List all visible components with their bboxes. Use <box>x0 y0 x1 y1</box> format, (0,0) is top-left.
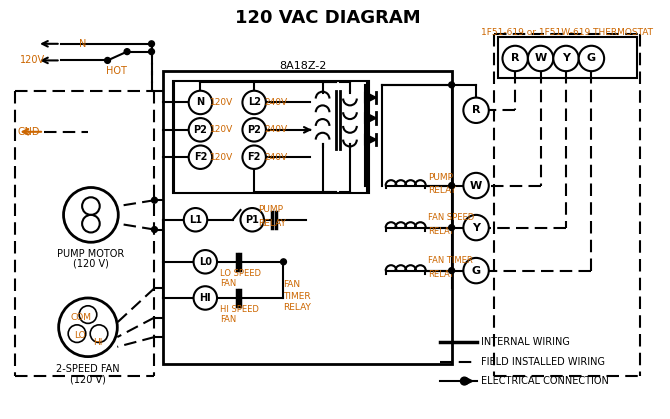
Text: INTERNAL WIRING: INTERNAL WIRING <box>481 337 570 347</box>
Text: W: W <box>470 181 482 191</box>
Circle shape <box>194 286 217 310</box>
Text: FAN: FAN <box>220 315 237 324</box>
Text: 120V: 120V <box>210 153 234 162</box>
Text: (120 V): (120 V) <box>73 259 109 269</box>
Circle shape <box>553 46 579 71</box>
Text: FAN SPEED: FAN SPEED <box>428 213 474 222</box>
Circle shape <box>243 145 266 169</box>
Text: 240V: 240V <box>264 153 287 162</box>
Circle shape <box>464 98 489 123</box>
Text: G: G <box>587 54 596 63</box>
Text: RELAY: RELAY <box>428 186 456 195</box>
Text: R: R <box>472 105 480 115</box>
Circle shape <box>59 298 117 357</box>
Circle shape <box>281 259 287 265</box>
Text: Y: Y <box>562 54 570 63</box>
Text: G: G <box>472 266 480 276</box>
Circle shape <box>449 82 454 88</box>
Text: HI: HI <box>93 339 103 347</box>
Text: COM: COM <box>70 313 91 322</box>
Text: F2: F2 <box>247 152 261 162</box>
Polygon shape <box>364 112 377 124</box>
Text: PUMP: PUMP <box>428 173 453 182</box>
Circle shape <box>243 91 266 114</box>
Circle shape <box>449 183 454 189</box>
Text: HI: HI <box>200 293 211 303</box>
Circle shape <box>68 325 86 342</box>
Circle shape <box>189 118 212 142</box>
Text: GND: GND <box>17 127 40 137</box>
Text: 2-SPEED FAN: 2-SPEED FAN <box>56 365 120 374</box>
Text: 240V: 240V <box>264 125 287 134</box>
Text: R: R <box>511 54 519 63</box>
Circle shape <box>184 208 207 231</box>
Circle shape <box>82 197 100 215</box>
Circle shape <box>79 306 96 323</box>
Circle shape <box>464 215 489 240</box>
Text: RELAY: RELAY <box>283 303 312 312</box>
Circle shape <box>464 173 489 198</box>
Text: L0: L0 <box>199 257 212 267</box>
Text: 120V: 120V <box>19 55 45 65</box>
Circle shape <box>579 46 604 71</box>
Text: FAN: FAN <box>220 279 237 288</box>
Circle shape <box>194 250 217 274</box>
Bar <box>173 81 368 194</box>
Text: L1: L1 <box>189 215 202 225</box>
Text: LO SPEED: LO SPEED <box>220 269 261 278</box>
Circle shape <box>449 225 454 230</box>
Polygon shape <box>364 134 377 145</box>
Text: RELAY: RELAY <box>258 219 286 228</box>
Circle shape <box>189 145 212 169</box>
Bar <box>498 37 637 78</box>
Text: W: W <box>535 54 547 63</box>
Text: PUMP MOTOR: PUMP MOTOR <box>58 249 125 259</box>
Text: 1F51-619 or 1F51W-619 THERMOSTAT: 1F51-619 or 1F51W-619 THERMOSTAT <box>481 28 653 36</box>
Text: ELECTRICAL CONNECTION: ELECTRICAL CONNECTION <box>481 376 609 386</box>
Circle shape <box>449 268 454 274</box>
Circle shape <box>502 46 528 71</box>
Text: 120V: 120V <box>210 125 234 134</box>
Circle shape <box>241 208 264 231</box>
Text: RELAY: RELAY <box>428 270 454 279</box>
Text: N: N <box>196 98 204 107</box>
Text: LO: LO <box>74 331 86 340</box>
Circle shape <box>464 258 489 283</box>
Text: FAN TIMER: FAN TIMER <box>428 256 473 265</box>
Circle shape <box>243 118 266 142</box>
Text: 8A18Z-2: 8A18Z-2 <box>279 61 327 71</box>
Text: 120 VAC DIAGRAM: 120 VAC DIAGRAM <box>234 9 420 27</box>
Text: L2: L2 <box>248 98 261 107</box>
Circle shape <box>460 377 468 385</box>
Polygon shape <box>364 92 377 103</box>
Circle shape <box>64 188 119 242</box>
Circle shape <box>90 325 108 342</box>
Text: HI SPEED: HI SPEED <box>220 305 259 314</box>
Text: TIMER: TIMER <box>283 292 311 300</box>
Text: N: N <box>80 39 87 49</box>
Text: 240V: 240V <box>264 98 287 107</box>
Text: FIELD INSTALLED WIRING: FIELD INSTALLED WIRING <box>481 357 605 367</box>
Circle shape <box>149 49 155 54</box>
Text: (120 V): (120 V) <box>70 374 106 384</box>
Circle shape <box>105 57 111 63</box>
Bar <box>163 71 452 365</box>
Circle shape <box>528 46 553 71</box>
Text: 120V: 120V <box>210 98 234 107</box>
Circle shape <box>124 49 130 54</box>
Circle shape <box>189 91 212 114</box>
Text: HOT: HOT <box>106 66 127 76</box>
Text: Y: Y <box>472 222 480 233</box>
Circle shape <box>82 215 100 233</box>
Text: P2: P2 <box>194 125 207 135</box>
Text: FAN: FAN <box>283 280 301 289</box>
Text: P1: P1 <box>245 215 259 225</box>
Circle shape <box>149 41 155 47</box>
Circle shape <box>151 227 157 233</box>
Text: RELAY: RELAY <box>428 227 454 236</box>
Text: P2: P2 <box>247 125 261 135</box>
Circle shape <box>151 197 157 203</box>
Text: PUMP: PUMP <box>258 205 283 215</box>
Text: F2: F2 <box>194 152 207 162</box>
